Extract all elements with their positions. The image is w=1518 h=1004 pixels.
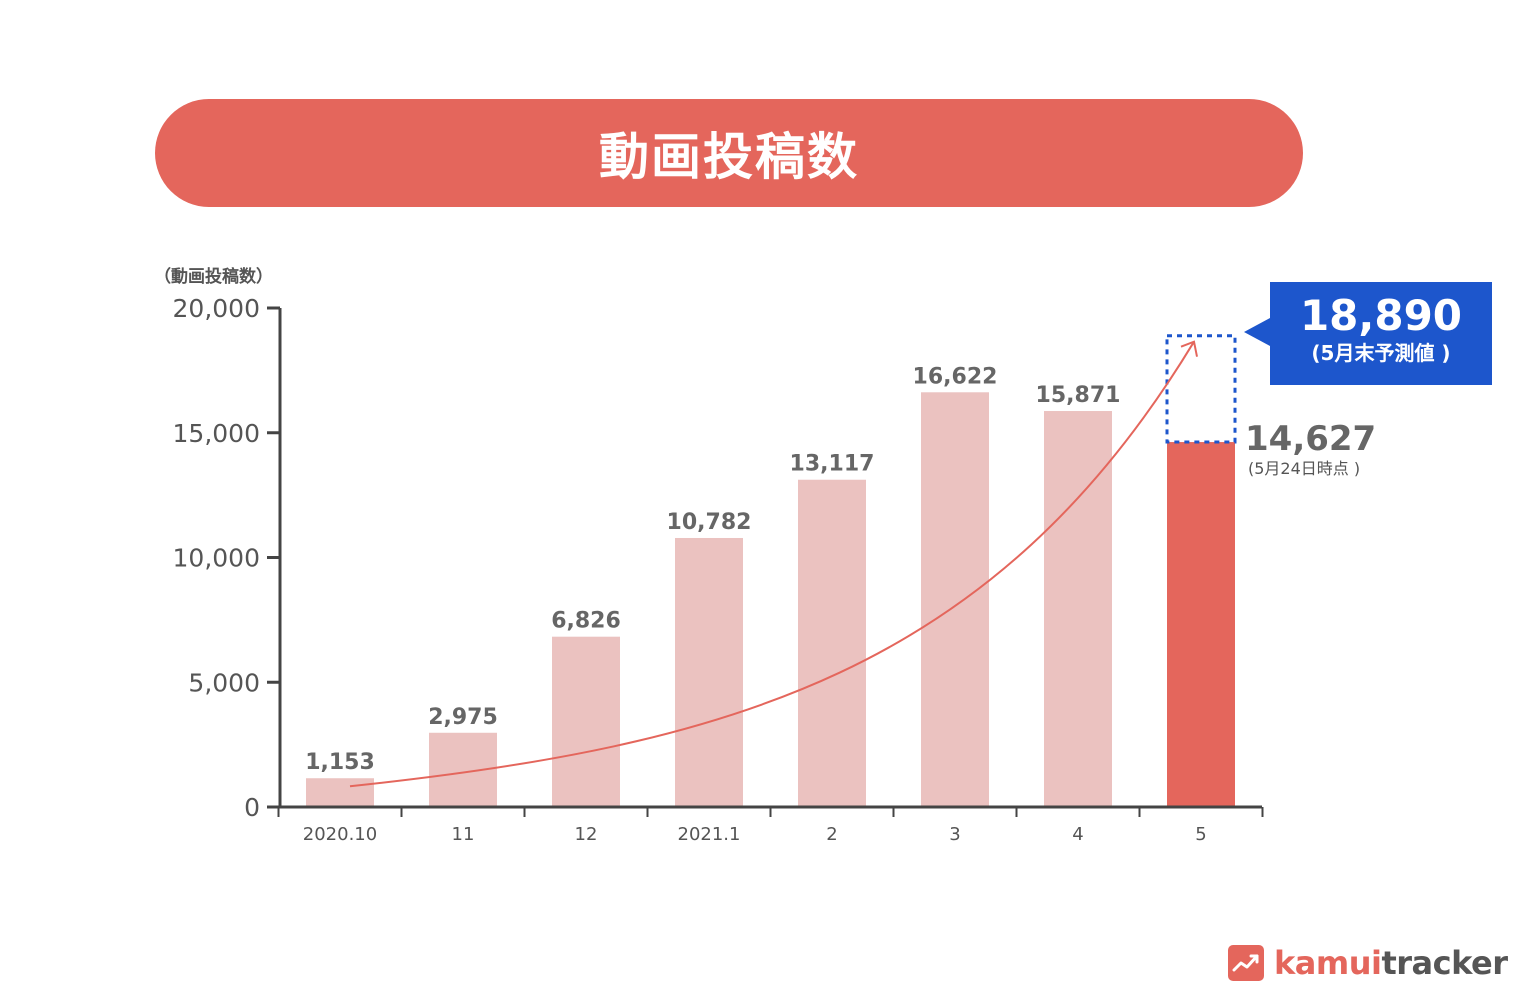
x-tick-label: 2021.1 bbox=[678, 824, 741, 845]
y-tick-label: 10,000 bbox=[173, 544, 260, 573]
x-tick-label: 2020.10 bbox=[303, 824, 377, 845]
trend-arrow-head bbox=[1180, 340, 1198, 357]
kamuitracker-logo: kamuitracker bbox=[1228, 944, 1508, 982]
y-tick-label: 5,000 bbox=[188, 668, 260, 697]
x-tick-label: 11 bbox=[452, 824, 475, 845]
current-value-label: 14,627 bbox=[1245, 419, 1376, 459]
x-tick-label: 3 bbox=[949, 824, 960, 845]
y-tick-label: 15,000 bbox=[173, 419, 260, 448]
y-tick-label: 0 bbox=[244, 793, 260, 822]
value-label: 2,975 bbox=[428, 705, 498, 730]
value-label: 1,153 bbox=[305, 750, 375, 775]
bar-4 bbox=[1044, 411, 1112, 807]
forecast-note: (5月末予測値 ) bbox=[1311, 341, 1451, 365]
bar-2 bbox=[798, 479, 866, 807]
value-label: 15,871 bbox=[1036, 383, 1121, 408]
x-tick-label: 2 bbox=[826, 824, 837, 845]
forecast-value: 18,890 bbox=[1299, 291, 1463, 340]
x-tick-label: 12 bbox=[575, 824, 598, 845]
chart-title: 動画投稿数 bbox=[599, 128, 859, 186]
bar-3 bbox=[921, 392, 989, 807]
current-value-note: (5月24日時点 ) bbox=[1248, 459, 1360, 478]
logo-text-kamui: kamui bbox=[1274, 944, 1382, 982]
bar-2020.10 bbox=[306, 778, 374, 807]
bar-12 bbox=[552, 636, 620, 807]
title-banner: 動画投稿数 bbox=[155, 99, 1303, 207]
bar-5 bbox=[1167, 442, 1235, 807]
value-label: 6,826 bbox=[551, 609, 621, 634]
bar-2021.1 bbox=[675, 537, 743, 807]
logo-text-tracker: tracker bbox=[1381, 944, 1508, 982]
value-label: 10,782 bbox=[667, 510, 752, 535]
y-axis-label: （動画投稿数） bbox=[154, 266, 273, 287]
trend-arrow bbox=[349, 341, 1195, 788]
x-tick-label: 4 bbox=[1072, 824, 1083, 845]
trend-chart-icon bbox=[1228, 945, 1264, 981]
x-tick-label: 5 bbox=[1195, 824, 1206, 845]
y-tick-label: 20,000 bbox=[173, 294, 260, 323]
projection-box bbox=[1165, 334, 1237, 444]
value-label: 13,117 bbox=[790, 452, 875, 477]
value-label: 16,622 bbox=[913, 364, 998, 389]
forecast-callout: 18,890 (5月末予測値 ) bbox=[1244, 282, 1492, 385]
